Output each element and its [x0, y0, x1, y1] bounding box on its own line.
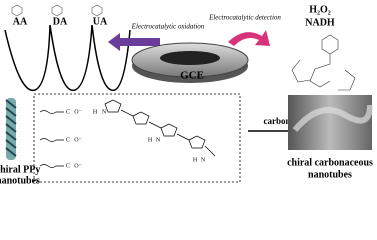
atom: N [102, 109, 107, 115]
curve [4, 24, 131, 91]
ppy-nanotube [5, 98, 17, 160]
detection-arrow [228, 30, 270, 46]
atom: N [201, 157, 206, 163]
atom: O⁻ [74, 137, 82, 143]
atom: H [193, 157, 198, 163]
sem-tube [292, 104, 373, 132]
electrode-label: GCE [180, 70, 204, 82]
target-label: NADH [305, 17, 335, 28]
analyte-label: AA [13, 16, 28, 27]
analyte-label: UA [93, 16, 108, 27]
ppy-label: nanotubes [0, 175, 40, 186]
target-label: H₂O₂ [309, 4, 331, 15]
oxidation-label: Electrocatalytic oxidation [131, 23, 205, 31]
oxidation-arrow [108, 33, 160, 51]
atom: C [66, 137, 70, 143]
structure-box [33, 93, 241, 183]
ppy-label: chiral PPy [0, 164, 40, 175]
atom: C [66, 109, 70, 115]
atom: H [148, 137, 153, 143]
molecule-icons [11, 4, 103, 17]
atom: O⁻ [74, 163, 82, 169]
analyte-label: DA [53, 16, 68, 27]
atom: C [66, 163, 70, 169]
atom: H [93, 109, 98, 115]
detection-label: Electrocatalytic detection [208, 14, 281, 22]
carbon-label: nanotubes [308, 169, 352, 180]
atom: O⁻ [74, 109, 82, 115]
electrode-surface [160, 51, 220, 65]
polymer-chain [39, 99, 216, 168]
diagram: AA DA UA Electrocatalytic oxidation GCE … [0, 4, 373, 186]
atom: N [156, 137, 161, 143]
nadh-structure [291, 34, 356, 91]
carbon-label: chiral carbonaceous [287, 157, 373, 168]
